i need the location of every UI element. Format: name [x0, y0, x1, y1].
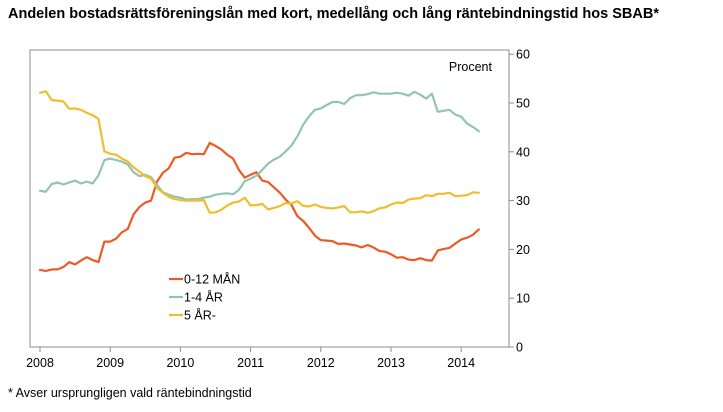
chart-title: Andelen bostadsrättsföreningslån med kor…: [8, 6, 659, 22]
x-tick-label: 2009: [96, 356, 124, 370]
y-unit-label: Procent: [449, 60, 493, 74]
legend-label: 0-12 MÅN: [184, 272, 240, 287]
x-tick-label: 2013: [377, 356, 405, 370]
y-axis-ticks: 0 10 20 30 40 50 60: [509, 48, 530, 355]
series-line-1: [38, 90, 480, 201]
y-tick-label: 30: [516, 194, 530, 208]
x-axis-ticks: 2008 2009 2010 2011 2012 2013 2014: [26, 347, 475, 370]
x-tick-label: 2011: [237, 356, 264, 370]
y-tick-label: 40: [516, 145, 530, 159]
legend-label: 5 ÅR-: [184, 308, 216, 323]
footnote: * Avser ursprungligen vald räntebindning…: [8, 386, 252, 400]
x-tick-label: 2008: [26, 356, 54, 370]
plot-frame: [29, 49, 510, 348]
x-tick-label: 2014: [447, 356, 475, 370]
x-tick-label: 2010: [166, 356, 194, 370]
y-tick-label: 20: [516, 243, 530, 257]
series-line-0: [38, 141, 480, 272]
series-lines: [38, 90, 480, 272]
series-line-2: [38, 90, 480, 214]
y-tick-label: 50: [516, 97, 530, 111]
y-tick-label: 0: [516, 341, 523, 355]
y-tick-label: 60: [516, 48, 530, 62]
legend: 0-12 MÅN 1-4 ÅR 5 ÅR-: [169, 272, 240, 323]
x-tick-label: 2012: [307, 356, 335, 370]
legend-label: 1-4 ÅR: [184, 290, 223, 305]
y-tick-label: 10: [516, 292, 530, 306]
